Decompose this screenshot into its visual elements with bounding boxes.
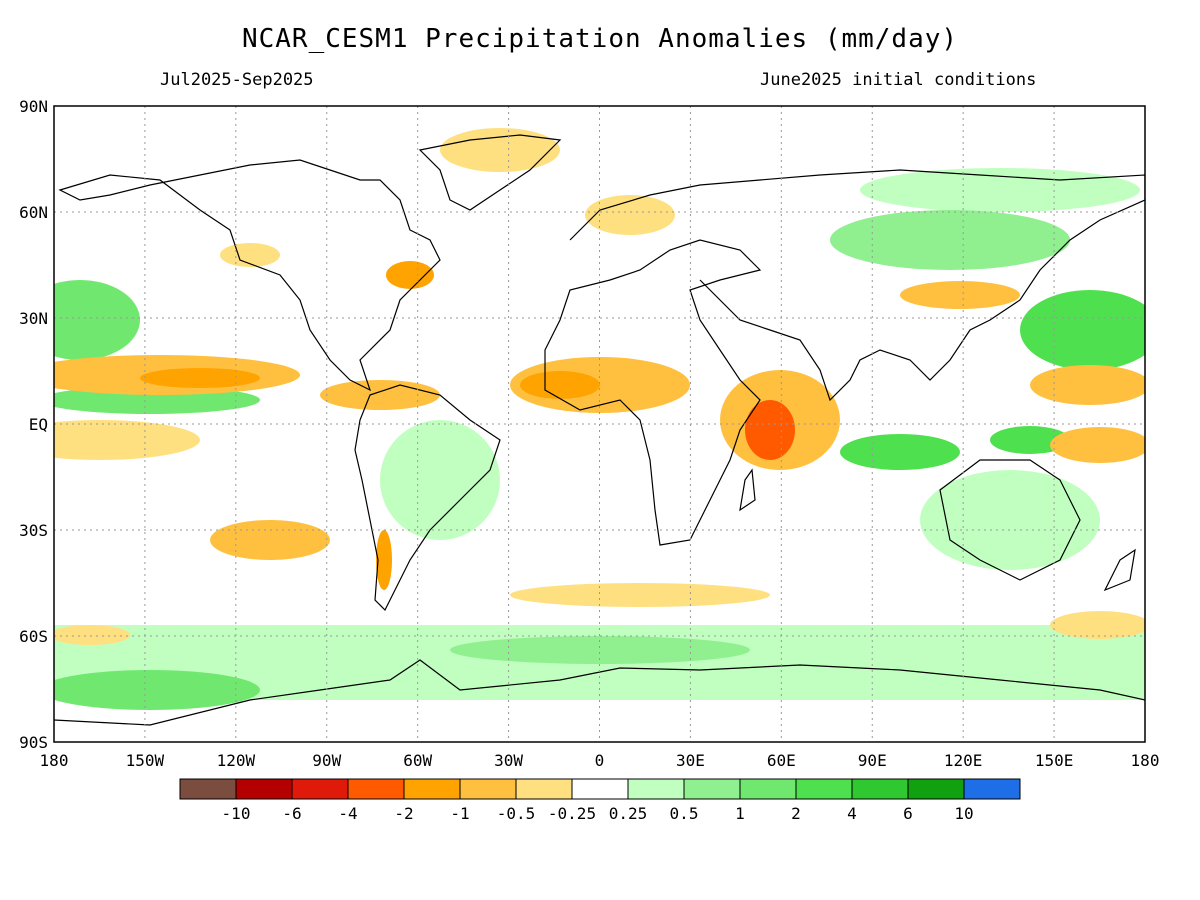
colorbar-tick-label: -1 bbox=[450, 804, 469, 823]
eurasia-coast bbox=[569, 169, 1145, 402]
longitude-labels: 180 150W 120W 90W 60W 30W 0 30E 60E 90E 120E 150E 18… bbox=[40, 751, 1160, 770]
colorbar-tick-label: 10 bbox=[954, 804, 973, 823]
lat-tick-label: 60S bbox=[19, 627, 48, 646]
anomaly-field bbox=[54, 128, 1145, 710]
map-title: NCAR_CESM1 Precipitation Anomalies (mm/d… bbox=[241, 24, 959, 54]
lon-tick-label: 60W bbox=[403, 751, 432, 770]
lon-tick-label: 180 bbox=[40, 751, 69, 770]
antarctic-wet-patch bbox=[450, 636, 750, 664]
colorbar-tick-label: 6 bbox=[903, 804, 913, 823]
caribbean-dry-patch bbox=[320, 380, 440, 410]
initial-conditions: June2025 initial conditions bbox=[760, 70, 1037, 90]
south-america-wet-patch bbox=[380, 420, 500, 540]
antarctica-coast bbox=[54, 659, 1145, 726]
australia-coast bbox=[939, 459, 1081, 581]
lon-tick-label: 60E bbox=[767, 751, 796, 770]
pacific-itcz-dry-core bbox=[140, 368, 260, 388]
scandinavia-dry-patch bbox=[585, 195, 675, 235]
maritime-continent-wet bbox=[840, 434, 960, 470]
arctic-dry-patch bbox=[440, 128, 560, 172]
colorbar-swatch bbox=[739, 778, 797, 800]
colorbar-tick-label: -0.25 bbox=[548, 804, 596, 823]
lon-tick-label: 0 bbox=[595, 751, 605, 770]
lat-tick-label: 60N bbox=[19, 203, 48, 222]
australia-wet-patch bbox=[920, 470, 1100, 570]
colorbar-tick-label: -4 bbox=[338, 804, 357, 823]
colorbar-tick-label: -10 bbox=[222, 804, 251, 823]
lat-tick-label: 90S bbox=[19, 733, 48, 752]
lon-tick-label: 90W bbox=[312, 751, 341, 770]
map-frame bbox=[53, 105, 1146, 743]
lon-tick-label: 120E bbox=[944, 751, 983, 770]
north-america-dry-patch bbox=[220, 243, 280, 267]
colorbar-swatch bbox=[459, 778, 517, 800]
sahel-dry-core bbox=[520, 371, 600, 399]
colorbar-tick-label: -0.5 bbox=[497, 804, 536, 823]
colorbar-tick-label: -2 bbox=[394, 804, 413, 823]
new-zealand-coast bbox=[1103, 548, 1136, 592]
siberia-wet-patch bbox=[830, 210, 1070, 270]
colorbar-tick-label: 1 bbox=[735, 804, 745, 823]
east-asia-dry-patch bbox=[900, 281, 1020, 309]
north-atlantic-dry-patch bbox=[386, 261, 434, 289]
lon-tick-label: 120W bbox=[217, 751, 256, 770]
lon-tick-label: 30E bbox=[676, 751, 705, 770]
north-pacific-wet-patch bbox=[54, 280, 140, 360]
europe-africa-coast bbox=[544, 239, 762, 546]
lon-tick-label: 90E bbox=[858, 751, 887, 770]
lon-tick-label: 150W bbox=[126, 751, 165, 770]
colorbar-swatch bbox=[795, 778, 853, 800]
colorbar-swatch bbox=[683, 778, 741, 800]
colorbar-tick-label: 0.25 bbox=[609, 804, 648, 823]
colorbar-labels: -10 -6 -4 -2 -1 -0.5 -0.25 0.25 0.5 1 2 4 6 10 bbox=[222, 804, 974, 823]
lon-tick-label: 30W bbox=[494, 751, 523, 770]
forecast-period: Jul2025-Sep2025 bbox=[160, 70, 314, 90]
arctic-wet-patch bbox=[860, 168, 1140, 212]
graticule bbox=[54, 106, 1145, 742]
southern-ocean-dry-band bbox=[510, 583, 770, 607]
colorbar-swatch bbox=[235, 778, 293, 800]
lon-tick-label: 180 bbox=[1131, 751, 1160, 770]
colorbar-tick-label: 2 bbox=[791, 804, 801, 823]
colorbar-swatch bbox=[571, 778, 629, 800]
colorbar-swatch bbox=[851, 778, 909, 800]
equatorial-dry-band bbox=[54, 420, 200, 460]
south-america-dry-strip bbox=[376, 530, 392, 590]
colorbar-swatch bbox=[291, 778, 349, 800]
colorbar-tick-label: -6 bbox=[282, 804, 301, 823]
lon-tick-label: 150E bbox=[1035, 751, 1074, 770]
maritime-continent-wet bbox=[990, 426, 1070, 454]
north-america-coast bbox=[58, 159, 441, 392]
lat-tick-label: 30S bbox=[19, 521, 48, 540]
west-pacific-dry-patch bbox=[1050, 427, 1145, 463]
lat-tick-label: EQ bbox=[29, 415, 48, 434]
colorbar-tick-label: 0.5 bbox=[670, 804, 699, 823]
colorbar-swatch bbox=[347, 778, 405, 800]
antarctic-wet-patch bbox=[54, 670, 260, 710]
greenland-coast bbox=[418, 134, 562, 211]
colorbar-swatch bbox=[403, 778, 461, 800]
indian-ocean-dry-core bbox=[745, 400, 795, 460]
madagascar-coast bbox=[739, 468, 756, 512]
colorbar-swatch bbox=[627, 778, 685, 800]
south-america-coast bbox=[354, 384, 501, 612]
colorbar-swatch bbox=[963, 778, 1021, 800]
colorbar-tick-label: 4 bbox=[847, 804, 857, 823]
west-pacific-wet-patch bbox=[1020, 290, 1145, 370]
southern-ocean-dry-band bbox=[54, 625, 130, 645]
colorbar-swatch bbox=[179, 778, 237, 800]
colorbar-swatch bbox=[515, 778, 573, 800]
coastlines bbox=[54, 134, 1145, 726]
south-pacific-dry-patch bbox=[210, 520, 330, 560]
latitude-labels: 90N 60N 30N EQ 30S 60S 90S bbox=[19, 97, 48, 752]
west-pacific-dry-patch bbox=[1030, 365, 1145, 405]
colorbar bbox=[179, 778, 1021, 800]
lat-tick-label: 30N bbox=[19, 309, 48, 328]
lat-tick-label: 90N bbox=[19, 97, 48, 116]
colorbar-swatch bbox=[907, 778, 965, 800]
southern-ocean-dry-band bbox=[1050, 611, 1145, 639]
